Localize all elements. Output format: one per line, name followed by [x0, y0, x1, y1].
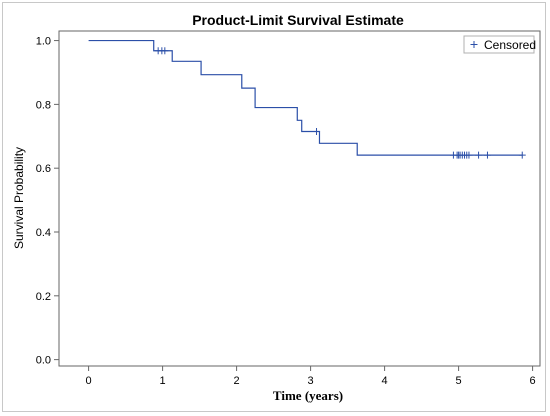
y-tick-label: 1.0 — [36, 36, 51, 48]
legend-censored-label: Censored — [484, 38, 536, 52]
censored-marker — [483, 151, 491, 159]
chart-title: Product-Limit Survival Estimate — [192, 12, 404, 28]
x-tick-label: 5 — [456, 375, 462, 387]
censored-marker — [161, 47, 169, 55]
x-tick-label: 0 — [86, 375, 92, 387]
x-axis-label: Time (years) — [273, 388, 343, 403]
y-tick-label: 0.6 — [36, 163, 51, 175]
censored-marks-layer — [154, 47, 526, 159]
censored-marker — [475, 151, 483, 159]
plot-area — [58, 30, 541, 367]
chart-frame — [2, 2, 546, 412]
censored-marker — [313, 128, 321, 135]
censored-marker — [518, 151, 526, 159]
y-tick-label: 0.2 — [36, 291, 51, 303]
y-axis-label: Survival Probability — [12, 147, 26, 249]
x-axis: 0 1 2 3 4 5 6 — [86, 366, 536, 387]
y-axis: 0.0 0.2 0.4 0.6 0.8 1.0 — [36, 36, 59, 367]
x-tick-label: 3 — [308, 375, 314, 387]
legend-censored-marker — [470, 41, 478, 48]
legend: Censored — [463, 35, 536, 54]
x-tick-label: 2 — [234, 375, 240, 387]
legend-box — [463, 35, 535, 54]
legend-plus-symbol — [470, 41, 478, 48]
x-tick-label: 6 — [530, 375, 536, 387]
x-tick-label: 1 — [160, 375, 166, 387]
y-tick-label: 0.8 — [36, 99, 51, 111]
x-tick-label: 4 — [382, 375, 388, 387]
y-tick-label: 0.4 — [36, 227, 51, 239]
survival-step-curve — [88, 39, 523, 156]
y-tick-label: 0.0 — [36, 355, 51, 367]
survival-curve-layer — [88, 39, 523, 156]
censored-marker — [465, 151, 473, 159]
